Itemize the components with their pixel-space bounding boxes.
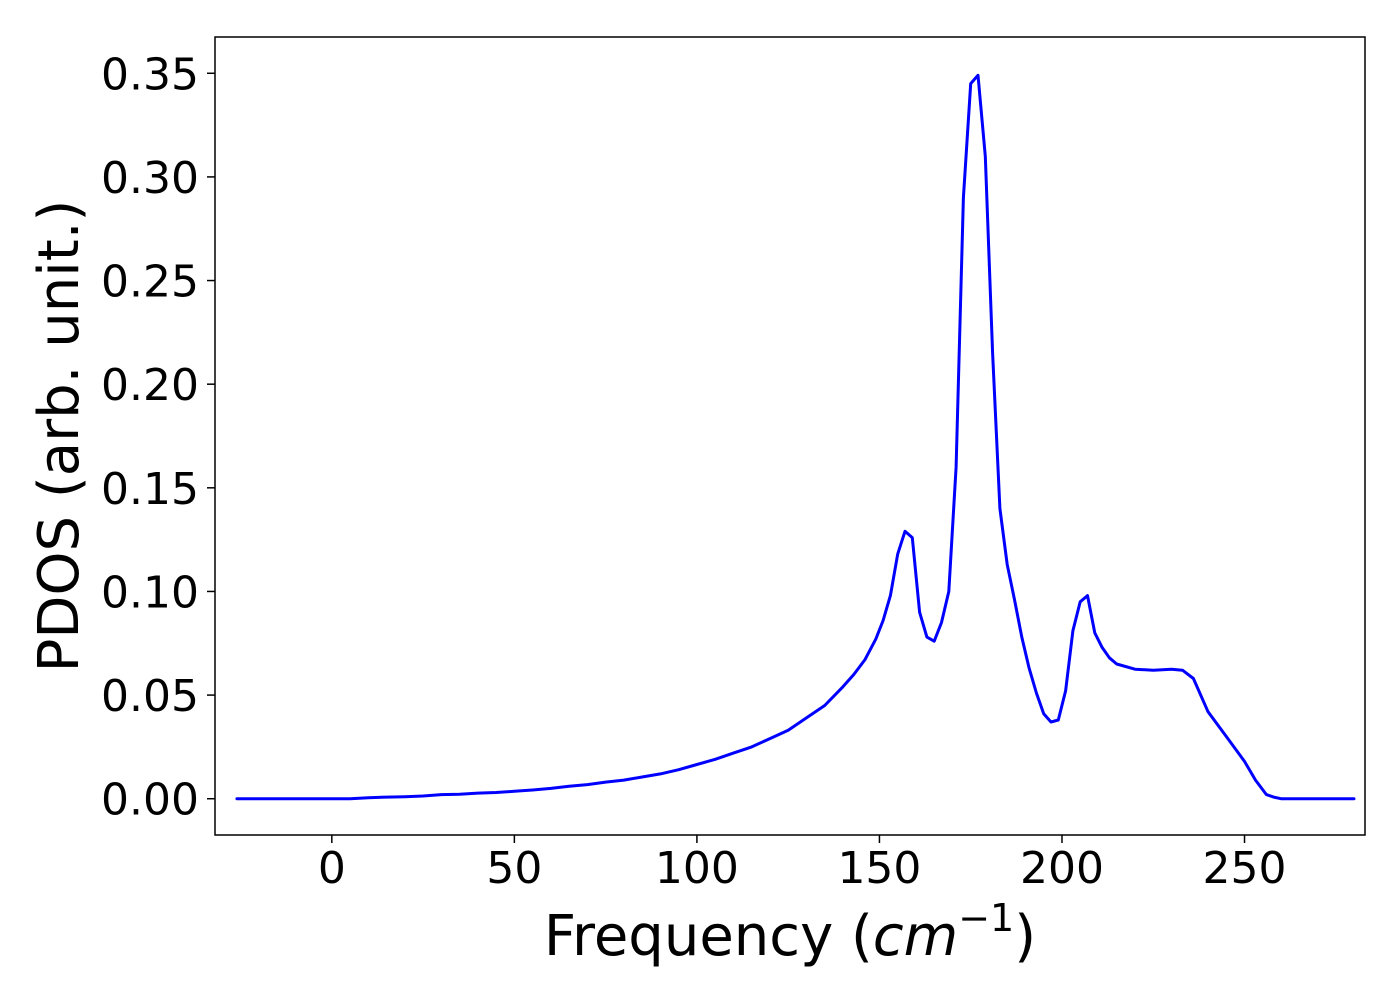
- x-tick-label: 100: [655, 843, 739, 894]
- y-axis-ticks: 0.00 0.05 0.10 0.15 0.20 0.25 0.30 0.35: [101, 49, 215, 826]
- x-tick-label: 200: [1020, 843, 1104, 894]
- y-tick-label: 0.30: [101, 153, 199, 204]
- x-tick-label: 150: [837, 843, 921, 894]
- y-tick-label: 0.00: [101, 775, 199, 826]
- plot-area-frame: [214, 36, 1366, 836]
- y-tick-label: 0.35: [101, 49, 199, 100]
- x-tick-label: 250: [1203, 843, 1287, 894]
- y-axis-title: PDOS (arb. unit.): [27, 200, 92, 673]
- x-tick-label: 0: [318, 843, 346, 894]
- y-tick-label: 0.25: [101, 257, 199, 308]
- y-tick-label: 0.10: [101, 567, 199, 618]
- y-tick-label: 0.20: [101, 360, 199, 411]
- x-axis-title: Frequency (cm−1): [544, 896, 1036, 969]
- x-axis-ticks: 0 50 100 150 200 250: [318, 835, 1287, 894]
- x-tick-label: 50: [486, 843, 542, 894]
- y-tick-label: 0.05: [101, 671, 199, 722]
- series-line: [235, 73, 1356, 801]
- y-tick-label: 0.15: [101, 464, 199, 515]
